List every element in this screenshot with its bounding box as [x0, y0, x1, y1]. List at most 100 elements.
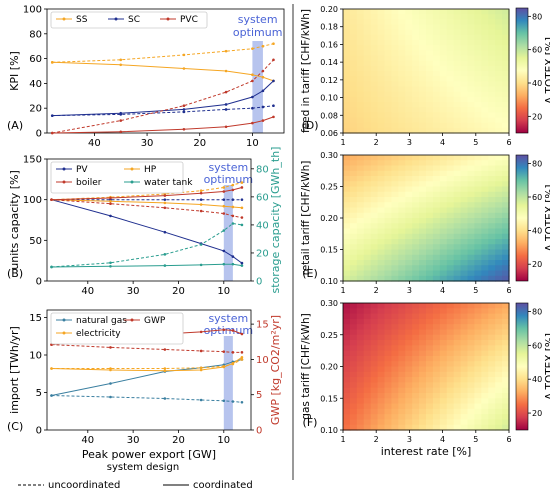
heatmap-cell	[474, 398, 482, 405]
heatmap-cell	[391, 260, 399, 266]
heatmap-cell	[446, 318, 455, 325]
heatmap-cell	[446, 254, 455, 261]
heatmap-cell	[502, 207, 510, 214]
optimum-band	[252, 41, 263, 133]
heatmap-cell	[495, 239, 503, 245]
heatmap-cell	[439, 29, 448, 36]
heatmap-cell	[481, 270, 489, 277]
heatmap-cell	[363, 350, 372, 357]
heatmap-cell	[370, 313, 379, 320]
heatmap-cell	[391, 398, 399, 405]
heatmap-cell	[481, 71, 489, 77]
heatmap-cell	[467, 361, 476, 368]
heatmap-cell	[349, 392, 358, 399]
heatmap-cell	[419, 403, 427, 410]
heatmap-cell	[391, 14, 399, 20]
series-point	[199, 330, 203, 334]
heatmap-cell	[363, 212, 372, 219]
heatmap-cell	[377, 122, 386, 129]
heatmap-cell	[426, 398, 434, 405]
heatmap-cell	[370, 40, 379, 46]
heatmap-cell	[349, 355, 358, 362]
heatmap-cell	[356, 112, 365, 119]
heatmap-cell	[439, 45, 448, 51]
heatmap-cell	[460, 81, 469, 88]
heatmap-cell	[446, 55, 455, 62]
heatmap-cell	[391, 55, 399, 62]
heatmap-cell	[349, 122, 358, 129]
y-axis-label: feed in tariff [CHF/kWh]	[300, 9, 312, 133]
heatmap-cell	[398, 329, 406, 336]
heatmap-cell	[495, 244, 503, 251]
heatmap-cell	[467, 91, 476, 98]
heatmap-cell	[432, 207, 441, 214]
heatmap-cell	[453, 212, 462, 219]
heatmap-cell	[453, 244, 462, 251]
heatmap-cell	[474, 355, 482, 362]
heatmap-cell	[474, 244, 482, 251]
heatmap-cell	[453, 155, 462, 161]
heatmap-cell	[343, 244, 351, 251]
heatmap-cell	[419, 29, 427, 36]
heatmap-cell	[391, 65, 399, 72]
legend-marker	[62, 17, 66, 21]
heatmap-cell	[474, 155, 482, 161]
heatmap-cell	[467, 45, 476, 51]
heatmap-cell	[467, 334, 476, 341]
heatmap-cell	[377, 350, 386, 357]
heatmap-cell	[446, 334, 455, 341]
heatmap-cell	[398, 228, 406, 235]
heatmap-cell	[439, 14, 448, 20]
heatmap-cell	[384, 14, 393, 20]
heatmap-cell	[391, 350, 399, 357]
heatmap-cell	[349, 329, 358, 336]
heatmap-cell	[349, 50, 358, 57]
heatmap-cell	[398, 71, 406, 77]
heatmap-cell	[343, 329, 351, 336]
heatmap-cell	[502, 398, 510, 405]
heatmap-cell	[495, 361, 503, 368]
heatmap-cell	[356, 260, 365, 266]
heatmap-cell	[474, 19, 482, 26]
heatmap-cell	[370, 165, 379, 172]
heatmap-cell	[453, 29, 462, 36]
heatmap-cell	[384, 318, 393, 325]
colorbar-tick-label: 40	[532, 227, 542, 236]
heatmap-cell	[432, 19, 441, 26]
heatmap-cell	[460, 127, 469, 134]
heatmap-cell	[398, 377, 406, 383]
heatmap-cell	[432, 186, 441, 193]
heatmap-cell	[446, 313, 455, 320]
heatmap-cell	[426, 324, 434, 331]
heatmap-cell	[446, 202, 455, 209]
x-tick-label: 30	[127, 286, 140, 297]
heatmap-cell	[446, 71, 455, 77]
heatmap-cell	[488, 102, 496, 108]
heatmap-cell	[432, 398, 441, 405]
heatmap-cell	[467, 207, 476, 214]
heatmap-cell	[363, 160, 372, 167]
heatmap-cell	[502, 191, 510, 198]
heatmap-cell	[412, 197, 420, 203]
heatmap-cell	[370, 275, 379, 282]
heatmap-cell	[419, 324, 427, 331]
heatmap-cell	[419, 254, 427, 261]
heatmap-cell	[439, 55, 448, 62]
heatmap-cell	[439, 355, 448, 362]
heatmap-cell	[349, 377, 358, 383]
heatmap-cell	[412, 387, 420, 394]
heatmap-cell	[370, 270, 379, 277]
colorbar-tick-label: 20	[532, 260, 542, 269]
heatmap-cell	[391, 122, 399, 129]
heatmap-cell	[412, 160, 420, 167]
heatmap-cell	[349, 160, 358, 167]
heatmap-cell	[467, 345, 476, 352]
heatmap-cell	[502, 239, 510, 245]
heatmap-cell	[343, 270, 351, 277]
heatmap-cell	[349, 29, 358, 36]
heatmap-cell	[370, 233, 379, 240]
heatmap-cell	[460, 117, 469, 124]
heatmap-cell	[426, 233, 434, 240]
heatmap-cell	[460, 308, 469, 315]
heatmap-cell	[384, 29, 393, 36]
